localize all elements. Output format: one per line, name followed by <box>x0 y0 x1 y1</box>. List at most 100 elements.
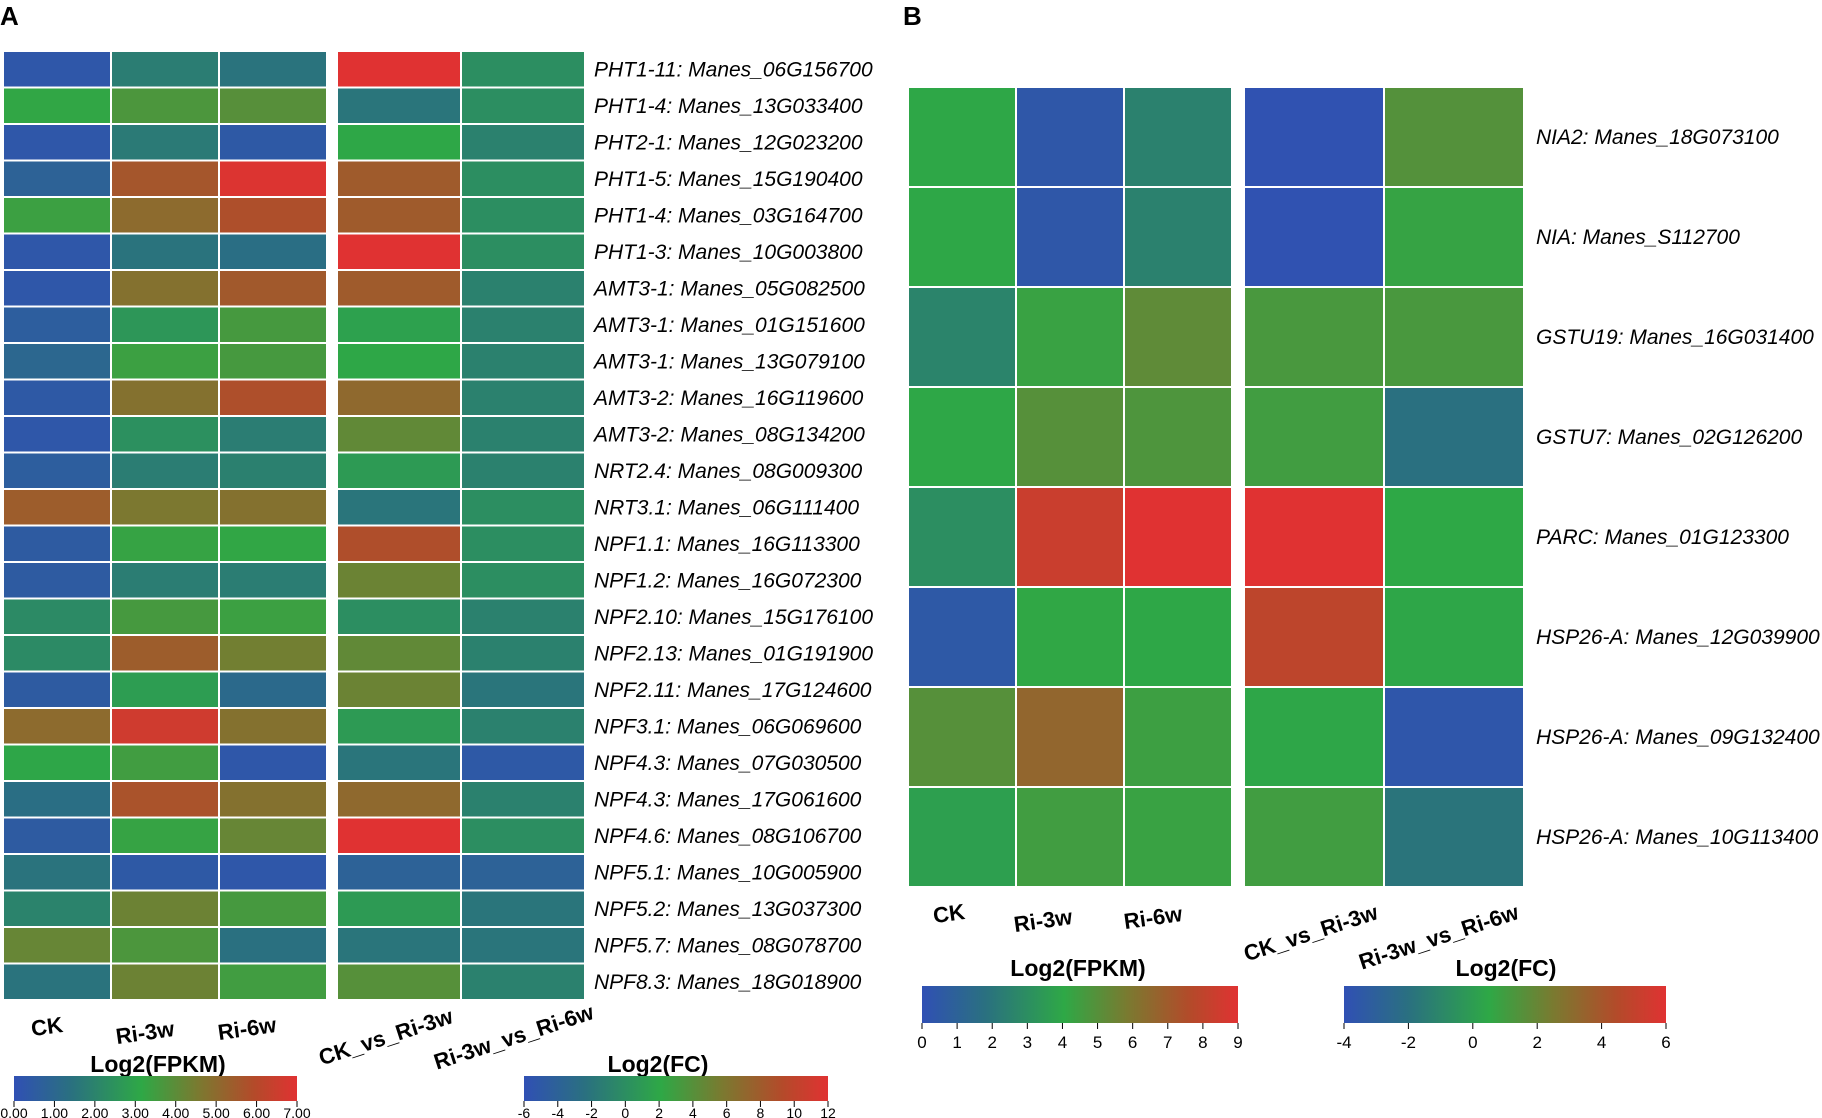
b-fc-cell-r7-c0 <box>1243 786 1385 888</box>
b-fc-colorbar-tick-label: 6 <box>1661 1033 1670 1052</box>
b-gene-row-label: GSTU19: Manes_16G031400 <box>1536 326 1814 349</box>
a-fc-cell-r17-c1 <box>460 670 586 709</box>
b-fc-legend-title: Log2(FC) <box>1456 955 1557 981</box>
b-fpkm-colorbar-tick-label: 9 <box>1233 1033 1242 1052</box>
a-fpkm-colorbar-tick-label: 7.00 <box>283 1105 310 1118</box>
a-fc-cell-r24-c0 <box>336 926 462 965</box>
a-fpkm-colorbar-tick-label: 5.00 <box>203 1105 230 1118</box>
b-fpkm-cell-r5-c2 <box>1123 586 1233 688</box>
a-fpkm-cell-r9-c1 <box>110 378 220 417</box>
a-fpkm-cell-r15-c0 <box>2 597 112 636</box>
a-fc-cell-r14-c1 <box>460 561 586 600</box>
a-fc-colorbar <box>524 1076 828 1101</box>
a-fc-colorbar-tick-label: 2 <box>655 1105 663 1118</box>
a-fpkm-cell-r3-c0 <box>2 159 112 198</box>
a-fpkm-cell-r21-c0 <box>2 816 112 855</box>
a-gene-row-label: AMT3-1: Manes_05G082500 <box>592 277 865 300</box>
a-fc-cell-r4-c0 <box>336 196 462 235</box>
a-fpkm-cell-r16-c0 <box>2 634 112 673</box>
a-fpkm-cell-r23-c0 <box>2 889 112 928</box>
a-fpkm-cell-r7-c2 <box>218 305 328 344</box>
b-fpkm-cell-r4-c2 <box>1123 486 1233 588</box>
a-fc-cell-r7-c1 <box>460 305 586 344</box>
a-fpkm-cell-r8-c2 <box>218 342 328 381</box>
a-gene-row-label: NPF8.3: Manes_18G018900 <box>594 971 862 994</box>
a-fc-cell-r25-c0 <box>336 962 462 1001</box>
a-gene-row-label: NPF5.7: Manes_08G078700 <box>594 934 862 957</box>
b-fc-cell-r3-c0 <box>1243 386 1385 488</box>
b-fpkm-legend-title: Log2(FPKM) <box>1010 955 1145 981</box>
b-fc-colorbar-tick-label: -4 <box>1336 1033 1351 1052</box>
a-fpkm-cell-r10-c0 <box>2 415 112 454</box>
a-fc-colorbar-tick-label: 6 <box>723 1105 731 1118</box>
a-fc-cell-r14-c0 <box>336 561 462 600</box>
a-fpkm-cell-r11-c0 <box>2 451 112 490</box>
a-fpkm-cell-r23-c1 <box>110 889 220 928</box>
a-fc-cell-r9-c1 <box>460 378 586 417</box>
a-fpkm-cell-r18-c1 <box>110 707 220 746</box>
panel-a-letter: A <box>0 1 19 31</box>
a-fpkm-cell-r1-c1 <box>110 86 220 125</box>
b-fpkm-cell-r3-c1 <box>1015 386 1125 488</box>
a-fc-cell-r13-c0 <box>336 524 462 563</box>
b-fpkm-cell-r1-c1 <box>1015 186 1125 288</box>
a-fpkm-cell-r2-c0 <box>2 123 112 162</box>
a-fpkm-cell-r20-c1 <box>110 780 220 819</box>
a-fpkm-colorbar-tick-label: 6.00 <box>243 1105 270 1118</box>
a-fc-cell-r16-c0 <box>336 634 462 673</box>
a-fc-cell-r5-c0 <box>336 232 462 271</box>
a-gene-row-label: NPF4.3: Manes_17G061600 <box>594 788 862 811</box>
a-fpkm-colorbar-tick-label: 4.00 <box>162 1105 189 1118</box>
a-fc-cell-r19-c1 <box>460 743 586 782</box>
b-fpkm-colorbar-tick-label: 5 <box>1093 1033 1102 1052</box>
a-fc-cell-r1-c1 <box>460 86 586 125</box>
a-gene-row-label: PHT1-3: Manes_10G003800 <box>594 241 863 264</box>
b-fc-cell-r5-c0 <box>1243 586 1385 688</box>
b-fpkm-cell-r5-c1 <box>1015 586 1125 688</box>
b-fc-colorbar-tick-label: 0 <box>1468 1033 1477 1052</box>
a-fpkm-cell-r20-c0 <box>2 780 112 819</box>
a-fpkm-cell-r12-c0 <box>2 488 112 527</box>
b-fc-cell-r4-c0 <box>1243 486 1385 588</box>
b-fc-cell-r2-c0 <box>1243 286 1385 388</box>
a-gene-row-label: AMT3-1: Manes_01G151600 <box>592 314 865 337</box>
a-fc-cell-r21-c0 <box>336 816 462 855</box>
a-fc-cell-r10-c1 <box>460 415 586 454</box>
a-fc-cell-r9-c0 <box>336 378 462 417</box>
a-fpkm-cell-r0-c0 <box>2 50 112 89</box>
a-fc-cell-r12-c0 <box>336 488 462 527</box>
a-fpkm-cell-r13-c1 <box>110 524 220 563</box>
a-fc-cell-r3-c1 <box>460 159 586 198</box>
a-fpkm-cell-r25-c2 <box>218 962 328 1001</box>
a-gene-row-label: NPF2.11: Manes_17G124600 <box>594 679 872 702</box>
b-fc-cell-r3-c1 <box>1383 386 1525 488</box>
a-gene-row-label: NPF5.2: Manes_13G037300 <box>594 898 862 921</box>
a-fc-cell-r20-c0 <box>336 780 462 819</box>
a-fc-cell-r6-c0 <box>336 269 462 308</box>
a-fc-cell-r10-c0 <box>336 415 462 454</box>
b-fpkm-cell-r1-c2 <box>1123 186 1233 288</box>
a-fpkm-cell-r3-c2 <box>218 159 328 198</box>
a-fpkm-cell-r16-c2 <box>218 634 328 673</box>
a-fpkm-colorbar-tick-label: 1.00 <box>41 1105 68 1118</box>
b-gene-row-label: NIA2: Manes_18G073100 <box>1536 126 1779 149</box>
a-fpkm-cell-r25-c1 <box>110 962 220 1001</box>
b-fc-cell-r4-c1 <box>1383 486 1525 588</box>
a-fpkm-cell-r14-c0 <box>2 561 112 600</box>
a-fpkm-cell-r22-c0 <box>2 853 112 892</box>
b-fc-cell-r1-c1 <box>1383 186 1525 288</box>
b-fc-colorbar-tick-label: 2 <box>1532 1033 1541 1052</box>
b-fc-colorbar-tick-label: 4 <box>1597 1033 1606 1052</box>
a-fc-colorbar-tick-label: -2 <box>585 1105 598 1118</box>
a-fpkm-cell-r20-c2 <box>218 780 328 819</box>
b-fc-cell-r2-c1 <box>1383 286 1525 388</box>
a-fpkm-cell-r15-c2 <box>218 597 328 636</box>
b-fpkm-cell-r7-c2 <box>1123 786 1233 888</box>
b-fpkm-cell-r4-c1 <box>1015 486 1125 588</box>
a-fpkm-cell-r5-c0 <box>2 232 112 271</box>
a-fc-cell-r1-c0 <box>336 86 462 125</box>
b-fpkm-cell-r6-c0 <box>907 686 1017 788</box>
b-fc-cell-r6-c1 <box>1383 686 1525 788</box>
b-gene-row-label: HSP26-A: Manes_10G113400 <box>1536 826 1818 849</box>
